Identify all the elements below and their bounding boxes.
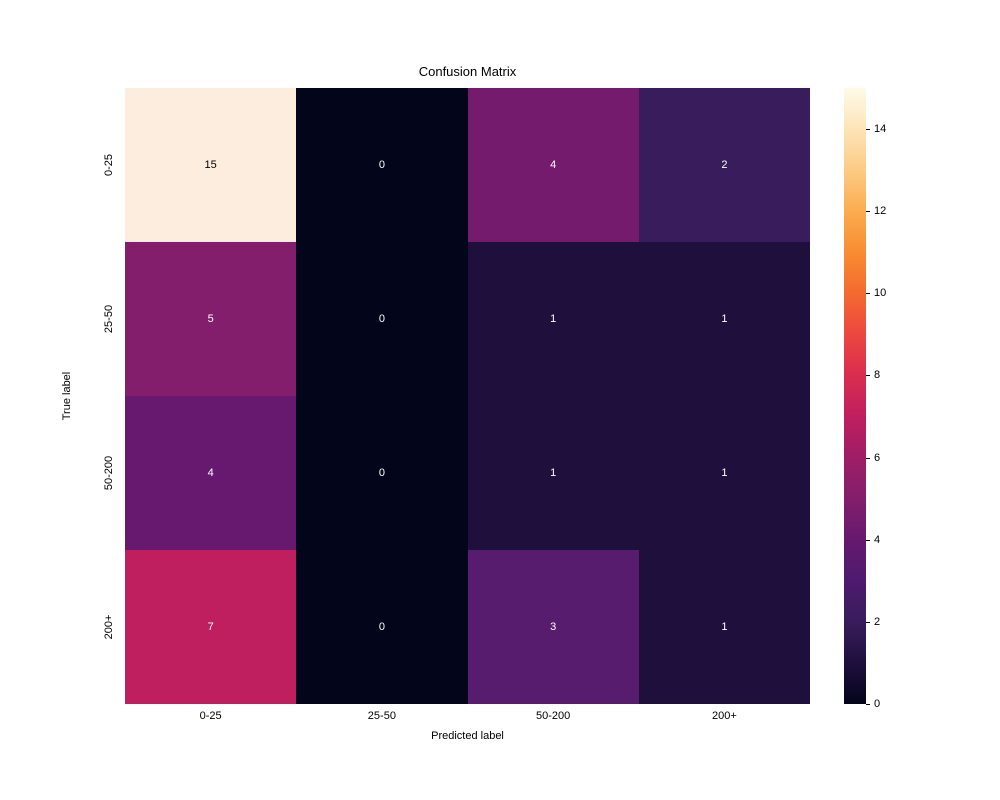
heatmap-cell: 1 <box>468 242 639 396</box>
chart-title: Confusion Matrix <box>125 64 810 79</box>
x-tick-label: 200+ <box>712 710 737 722</box>
y-tick-label: 25-50 <box>103 305 115 333</box>
heatmap-cell: 3 <box>468 550 639 704</box>
y-tick-label: 200+ <box>103 615 115 640</box>
heatmap-cell: 7 <box>125 550 296 704</box>
heatmap-cell: 4 <box>468 88 639 242</box>
colorbar-tick <box>866 540 870 541</box>
colorbar-tick <box>866 622 870 623</box>
colorbar-tick <box>866 704 870 705</box>
heatmap-cell: 5 <box>125 242 296 396</box>
heatmap-cell: 1 <box>639 242 810 396</box>
heatmap-cell: 1 <box>639 396 810 550</box>
heatmap-cell: 0 <box>296 88 467 242</box>
colorbar-tick-label: 10 <box>874 287 886 299</box>
colorbar-tick-label: 4 <box>874 534 880 546</box>
colorbar-tick <box>866 129 870 130</box>
heatmap-cell: 1 <box>468 396 639 550</box>
colorbar-tick <box>866 293 870 294</box>
y-axis-label: True label <box>61 372 73 421</box>
colorbar-tick-label: 8 <box>874 369 880 381</box>
colorbar-tick-label: 14 <box>874 123 886 135</box>
colorbar-tick-label: 2 <box>874 616 880 628</box>
colorbar-tick <box>866 458 870 459</box>
colorbar-tick <box>866 375 870 376</box>
heatmap-cell: 2 <box>639 88 810 242</box>
heatmap-cell: 0 <box>296 242 467 396</box>
colorbar-tick-label: 6 <box>874 452 880 464</box>
heatmap-cell: 4 <box>125 396 296 550</box>
heatmap-cell: 1 <box>639 550 810 704</box>
x-tick-label: 50-200 <box>536 710 570 722</box>
x-tick-label: 0-25 <box>200 710 222 722</box>
y-tick-label: 0-25 <box>103 154 115 176</box>
heatmap-cell: 0 <box>296 550 467 704</box>
colorbar: 02468101214 <box>844 88 866 704</box>
heatmap-grid: 15042501140117031 <box>125 88 810 704</box>
x-tick-label: 25-50 <box>368 710 396 722</box>
y-tick-label: 50-200 <box>103 456 115 490</box>
colorbar-tick-label: 12 <box>874 205 886 217</box>
colorbar-gradient <box>844 88 866 704</box>
colorbar-tick <box>866 211 870 212</box>
colorbar-tick-label: 0 <box>874 698 880 710</box>
heatmap-cell: 0 <box>296 396 467 550</box>
heatmap-cell: 15 <box>125 88 296 242</box>
confusion-matrix-figure: Confusion Matrix 15042501140117031 Predi… <box>0 0 1000 800</box>
x-axis-label: Predicted label <box>431 730 504 742</box>
